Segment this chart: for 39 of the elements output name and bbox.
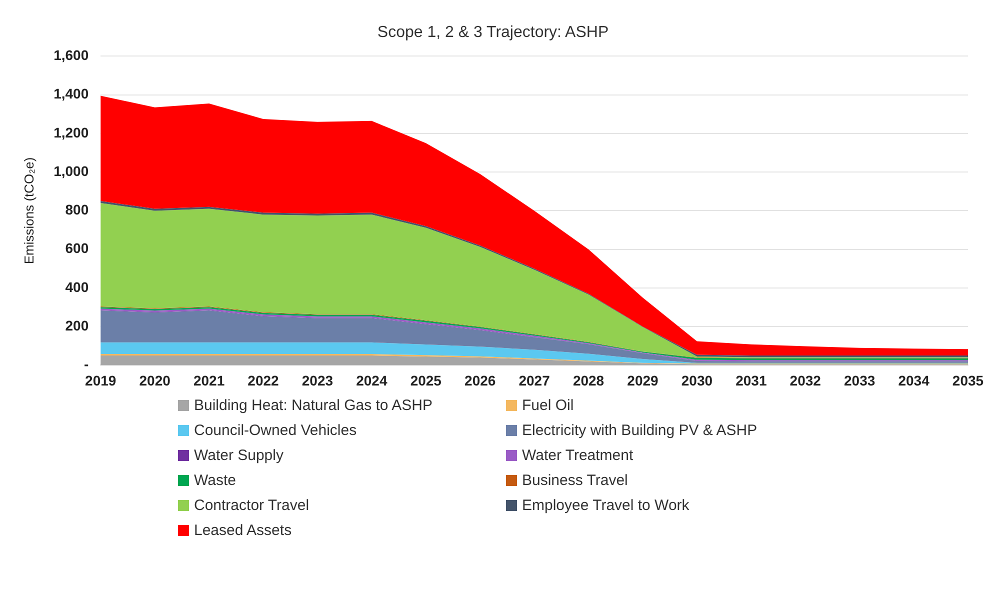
legend-label: Business Travel <box>522 472 628 489</box>
x-tick-label: 2026 <box>464 372 496 388</box>
legend-label: Electricity with Building PV & ASHP <box>522 422 758 439</box>
x-tick-label: 2034 <box>898 372 930 388</box>
y-tick-label: 1,600 <box>54 47 89 64</box>
x-tick-label: 2035 <box>952 372 984 388</box>
legend-label: Council-Owned Vehicles <box>194 422 357 439</box>
legend-label: Waste <box>194 472 236 489</box>
x-tick-label: 2021 <box>193 372 225 388</box>
x-tick-label: 2033 <box>844 372 876 388</box>
x-tick-label: 2022 <box>248 372 280 388</box>
x-tick-label: 2025 <box>410 372 442 388</box>
legend-label: Employee Travel to Work <box>522 497 690 514</box>
y-tick-label: 200 <box>65 317 89 334</box>
x-tick-label: 2023 <box>302 372 334 388</box>
y-tick-label: 400 <box>65 278 89 295</box>
y-tick-label: 800 <box>65 202 89 218</box>
y-tick-label: 1,400 <box>54 86 89 102</box>
x-tick-label: 2031 <box>736 372 767 388</box>
y-tick-label: 1,200 <box>54 124 89 140</box>
legend-label: Leased Assets <box>194 522 292 539</box>
x-tick-label: 2019 <box>85 372 116 388</box>
x-tick-label: 2027 <box>518 372 550 388</box>
y-tick-label: 1,000 <box>54 162 89 179</box>
y-axis-title: Emissions (tCO₂e) <box>21 157 36 264</box>
x-tick-label: 2029 <box>627 372 659 388</box>
chart-title: Scope 1, 2 & 3 Trajectory: ASHP <box>377 24 609 42</box>
x-tick-label: 2020 <box>139 372 171 388</box>
x-tick-label: 2032 <box>790 372 822 388</box>
x-tick-label: 2024 <box>356 372 388 388</box>
legend-label: Water Treatment <box>522 447 634 464</box>
legend-label: Contractor Travel <box>194 497 310 514</box>
x-tick-label: 2028 <box>572 372 604 388</box>
y-tick-label: 600 <box>65 240 89 256</box>
y-tick-label: - <box>84 356 89 372</box>
x-tick-label: 2030 <box>681 372 713 388</box>
legend-label: Building Heat: Natural Gas to ASHP <box>194 397 432 414</box>
legend-label: Water Supply <box>194 447 284 464</box>
legend-label: Fuel Oil <box>522 397 574 414</box>
